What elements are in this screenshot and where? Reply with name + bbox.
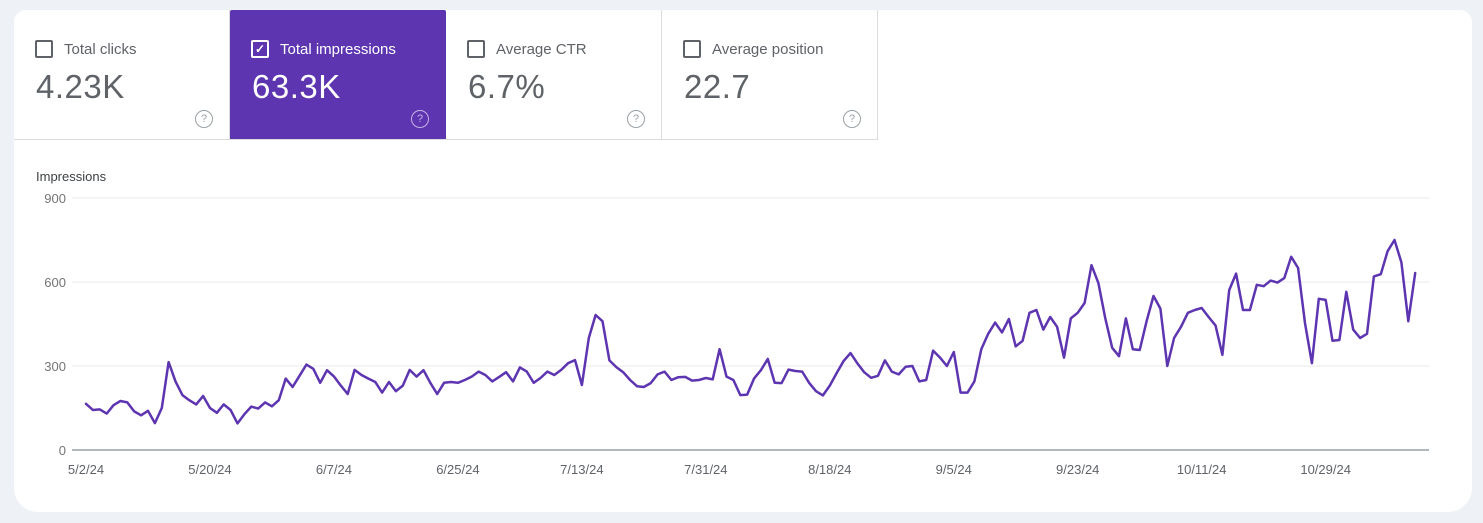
metric-card-average-ctr[interactable]: Average CTR 6.7% bbox=[446, 10, 662, 139]
metric-card-header: Total impressions bbox=[251, 40, 396, 58]
metric-card-header: Total clicks bbox=[35, 40, 137, 58]
x-tick-label: 6/25/24 bbox=[436, 462, 480, 477]
metric-card-header: Average CTR bbox=[467, 40, 587, 58]
x-tick-label: 5/20/24 bbox=[188, 462, 232, 477]
metric-card-header: Average position bbox=[683, 40, 823, 58]
help-icon[interactable] bbox=[843, 110, 861, 128]
metric-card-average-position[interactable]: Average position 22.7 bbox=[662, 10, 878, 139]
x-tick-label: 6/7/24 bbox=[315, 462, 352, 477]
help-icon[interactable] bbox=[411, 110, 429, 128]
metric-label: Total impressions bbox=[280, 40, 396, 58]
metric-value: 6.7% bbox=[468, 68, 546, 105]
chart-canvas bbox=[72, 197, 1429, 451]
metrics-cards-row: Total clicks 4.23K Total impressions 63.… bbox=[14, 10, 878, 140]
metric-value: 4.23K bbox=[36, 68, 125, 105]
metric-value: 63.3K bbox=[252, 68, 341, 105]
impressions-line-series bbox=[84, 238, 1417, 425]
y-tick-label: 900 bbox=[44, 191, 66, 206]
x-tick-label: 8/18/24 bbox=[808, 462, 852, 477]
help-icon[interactable] bbox=[627, 110, 645, 128]
metric-label: Average position bbox=[712, 40, 824, 58]
x-tick-label: 5/2/24 bbox=[67, 462, 105, 477]
x-tick-label: 10/29/24 bbox=[1300, 462, 1351, 477]
y-tick-label: 600 bbox=[44, 275, 66, 290]
metric-value: 22.7 bbox=[684, 68, 751, 105]
x-tick-label: 9/23/24 bbox=[1056, 462, 1100, 477]
checkbox-unchecked-icon[interactable] bbox=[467, 40, 485, 58]
x-tick-label: 9/5/24 bbox=[935, 462, 972, 477]
checkbox-checked-icon[interactable] bbox=[251, 40, 269, 58]
y-tick-label: 0 bbox=[58, 443, 66, 458]
metric-card-total-impressions[interactable]: Total impressions 63.3K bbox=[230, 10, 446, 139]
y-tick-label: 300 bbox=[44, 359, 66, 374]
metric-label: Average CTR bbox=[496, 40, 587, 58]
metric-label: Total clicks bbox=[64, 40, 137, 58]
x-tick-label: 7/13/24 bbox=[560, 462, 604, 477]
chart-title: Impressions bbox=[36, 169, 107, 184]
checkbox-unchecked-icon[interactable] bbox=[683, 40, 701, 58]
x-tick-label: 10/11/24 bbox=[1176, 462, 1227, 477]
checkbox-unchecked-icon[interactable] bbox=[35, 40, 53, 58]
x-tick-label: 7/31/24 bbox=[684, 462, 728, 477]
performance-panel: Total clicks 4.23K Total impressions 63.… bbox=[14, 10, 1472, 512]
help-icon[interactable] bbox=[195, 110, 213, 128]
metric-card-total-clicks[interactable]: Total clicks 4.23K bbox=[14, 10, 230, 139]
